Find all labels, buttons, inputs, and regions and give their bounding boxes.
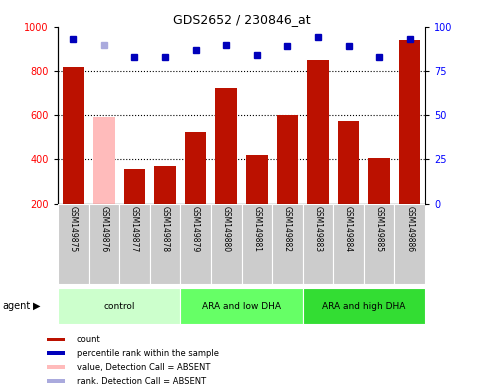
Text: agent: agent	[2, 301, 30, 311]
FancyBboxPatch shape	[88, 204, 119, 284]
FancyBboxPatch shape	[395, 204, 425, 284]
Bar	[185, 132, 206, 204]
Text: GSM149879: GSM149879	[191, 206, 200, 252]
Bar	[215, 88, 237, 204]
Text: percentile rank within the sample: percentile rank within the sample	[77, 349, 219, 358]
FancyBboxPatch shape	[58, 288, 180, 324]
Text: GSM149884: GSM149884	[344, 206, 353, 252]
Text: GSM149882: GSM149882	[283, 206, 292, 252]
FancyBboxPatch shape	[242, 204, 272, 284]
Bar	[338, 121, 359, 204]
Text: GSM149881: GSM149881	[252, 206, 261, 252]
Text: rank, Detection Call = ABSENT: rank, Detection Call = ABSENT	[77, 377, 206, 384]
FancyBboxPatch shape	[58, 204, 88, 284]
Text: ARA and low DHA: ARA and low DHA	[202, 302, 281, 311]
FancyBboxPatch shape	[364, 204, 395, 284]
Bar	[47, 351, 65, 355]
FancyBboxPatch shape	[211, 204, 242, 284]
Text: ▶: ▶	[32, 301, 40, 311]
Text: count: count	[77, 335, 100, 344]
Bar	[47, 365, 65, 369]
Bar	[47, 379, 65, 383]
Text: GSM149886: GSM149886	[405, 206, 414, 252]
FancyBboxPatch shape	[303, 288, 425, 324]
Text: value, Detection Call = ABSENT: value, Detection Call = ABSENT	[77, 363, 210, 372]
Text: GSM149875: GSM149875	[69, 206, 78, 252]
FancyBboxPatch shape	[150, 204, 180, 284]
Bar	[93, 118, 114, 204]
FancyBboxPatch shape	[272, 204, 303, 284]
Text: GSM149876: GSM149876	[99, 206, 108, 252]
FancyBboxPatch shape	[180, 204, 211, 284]
Bar	[277, 115, 298, 204]
Text: GSM149880: GSM149880	[222, 206, 231, 252]
FancyBboxPatch shape	[119, 204, 150, 284]
Text: GSM149885: GSM149885	[375, 206, 384, 252]
FancyBboxPatch shape	[180, 288, 303, 324]
Bar	[124, 169, 145, 204]
Bar	[307, 60, 329, 204]
Text: GSM149878: GSM149878	[160, 206, 170, 252]
Bar	[399, 40, 420, 204]
Bar	[63, 67, 84, 204]
Text: GSM149877: GSM149877	[130, 206, 139, 252]
Bar	[47, 338, 65, 341]
FancyBboxPatch shape	[333, 204, 364, 284]
Text: ARA and high DHA: ARA and high DHA	[322, 302, 406, 311]
FancyBboxPatch shape	[303, 204, 333, 284]
Title: GDS2652 / 230846_at: GDS2652 / 230846_at	[173, 13, 310, 26]
Text: control: control	[103, 302, 135, 311]
Text: GSM149883: GSM149883	[313, 206, 323, 252]
Bar	[155, 166, 176, 204]
Bar	[246, 155, 268, 204]
Bar	[369, 158, 390, 204]
